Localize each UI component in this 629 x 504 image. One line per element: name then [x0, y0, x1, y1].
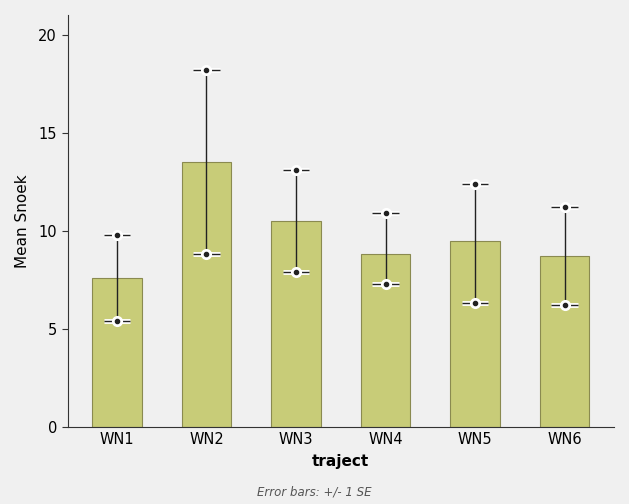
Bar — [450, 240, 499, 427]
Bar — [92, 278, 142, 427]
Y-axis label: Mean Snoek: Mean Snoek — [15, 174, 30, 268]
Bar — [271, 221, 321, 427]
Bar — [361, 255, 410, 427]
Bar — [540, 257, 589, 427]
X-axis label: traject: traject — [312, 454, 369, 469]
Bar — [182, 162, 231, 427]
Text: Error bars: +/- 1 SE: Error bars: +/- 1 SE — [257, 486, 372, 499]
